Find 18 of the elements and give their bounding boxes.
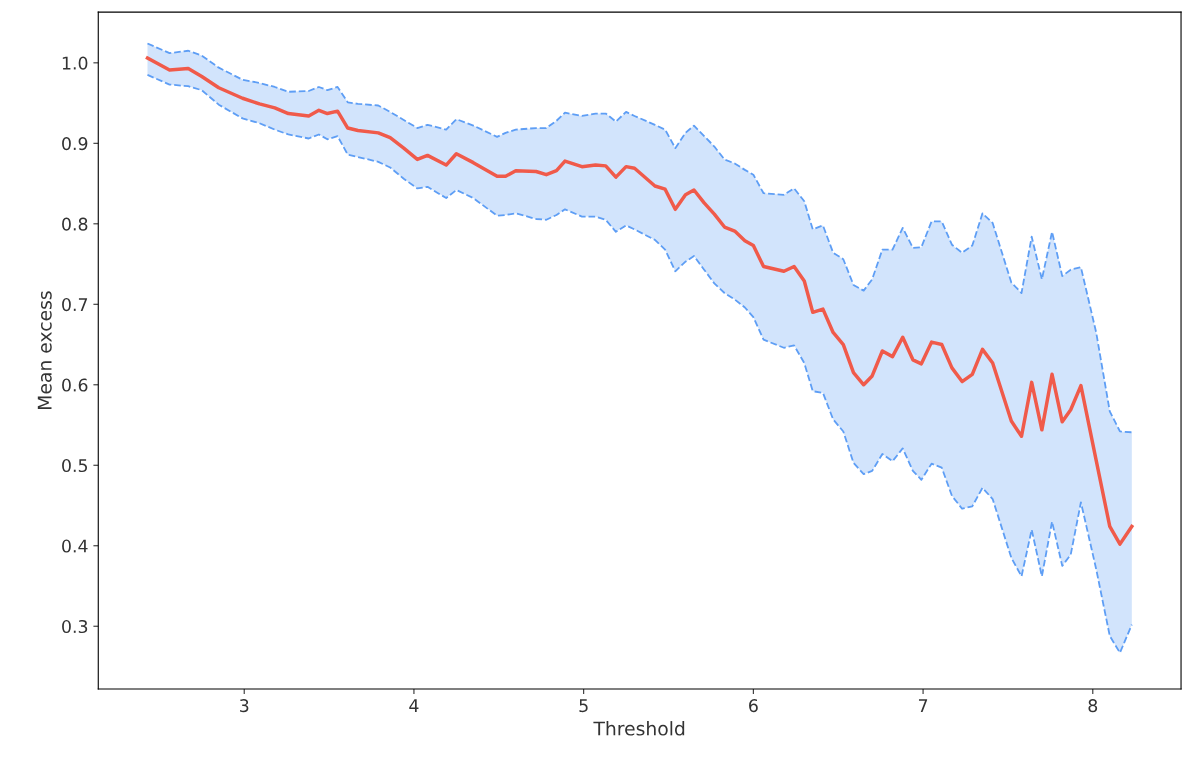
x-axis-title: Threshold [593, 721, 685, 736]
line-series [145, 56, 1134, 546]
x-tick-label: 7 [918, 699, 928, 712]
y-tick-label: 0.7 [62, 298, 88, 312]
line-series [146, 42, 1133, 434]
y-tick-label: 0.4 [62, 539, 88, 553]
y-axis-title: Mean excess [37, 291, 52, 409]
y-tick-label: 1.0 [62, 56, 88, 70]
x-tick-label: 8 [1088, 699, 1098, 713]
x-tick-label: 6 [749, 699, 758, 713]
x-tick-label: 4 [409, 699, 419, 712]
y-tick-label: 0.5 [62, 458, 88, 473]
x-tick-label: 3 [240, 699, 249, 713]
y-tick-label: 0.9 [62, 137, 88, 151]
x-tick-label: 5 [579, 699, 588, 713]
y-tick-label: 0.3 [62, 619, 88, 634]
y-tick-label: 0.8 [62, 217, 88, 231]
y-tick-label: 0.6 [62, 378, 88, 392]
